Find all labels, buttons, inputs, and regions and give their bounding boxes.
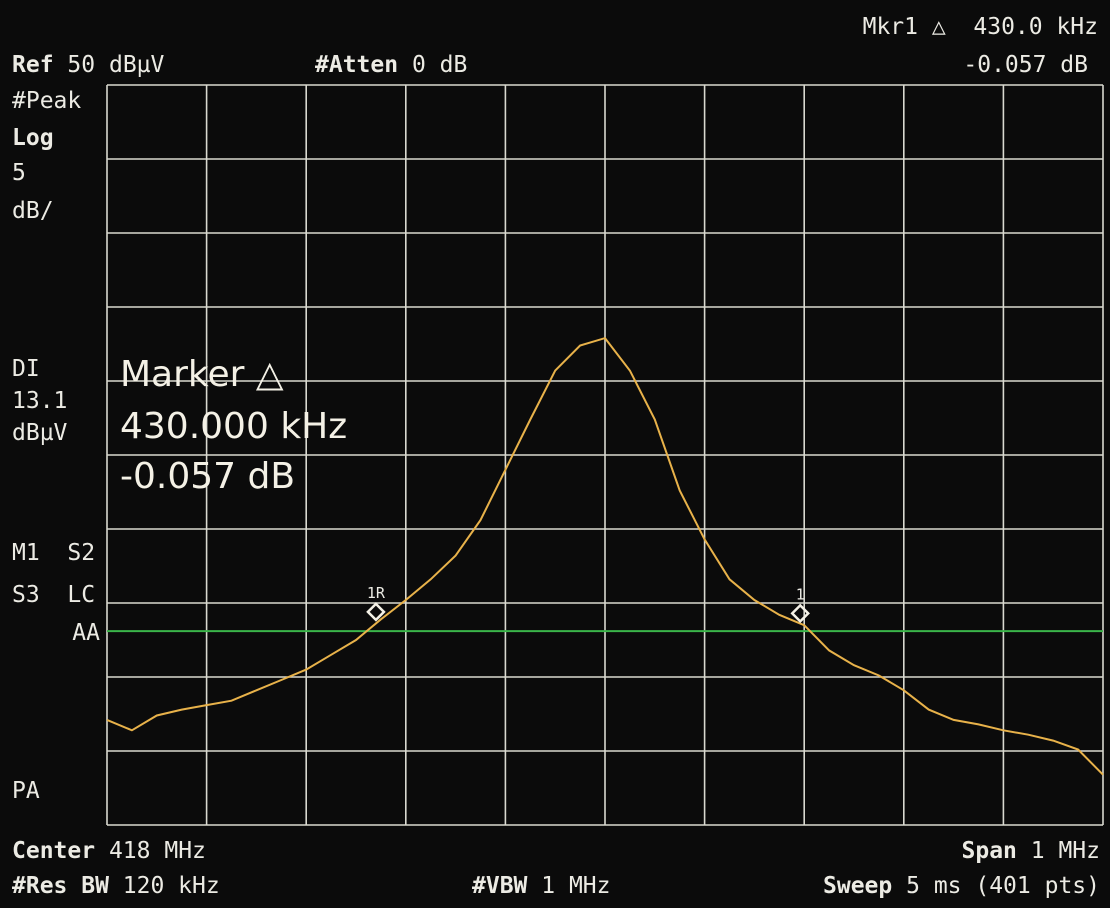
analyzer-screen: Mkr1 △ 430.0 kHz -0.057 dB Ref 50 dBµV #…: [0, 0, 1110, 908]
display-line-unit: dBµV: [12, 420, 68, 446]
res-bw-label: #Res BW: [12, 873, 109, 899]
sweep-label: Sweep: [823, 873, 892, 899]
center-value: 418 MHz: [109, 838, 206, 864]
display-line-label: DI: [12, 356, 40, 382]
marker-label: 1: [796, 585, 805, 603]
span-value: 1 MHz: [1031, 838, 1100, 864]
status: M1 S2: [12, 540, 95, 566]
status: AA: [72, 620, 100, 646]
atten-value: 0 dB: [412, 52, 467, 78]
ref-unit: dBµV: [109, 52, 165, 78]
scale-unit: dB/: [12, 198, 54, 224]
res-bw: #Res BW 120 kHz: [12, 873, 220, 899]
span-label: Span: [962, 838, 1017, 864]
center: Center 418 MHz: [12, 838, 206, 864]
marker-box: -0.057 dB: [120, 456, 295, 497]
sweep-value: 5 ms (401 pts): [906, 873, 1100, 899]
scale-per-div: 5: [12, 160, 26, 186]
sweep: Sweep 5 ms (401 pts): [823, 873, 1100, 899]
marker-box: 430.000 kHz: [120, 406, 347, 447]
res-bw-value: 120 kHz: [123, 873, 220, 899]
ref-level: Ref 50 dBµV: [12, 52, 165, 78]
ref-value: 50: [67, 52, 95, 78]
marker-readout: -0.057 dB: [963, 52, 1088, 78]
vbw: #VBW 1 MHz: [472, 873, 611, 899]
ref-label: Ref: [12, 52, 54, 78]
marker-label: 1R: [367, 584, 386, 602]
atten-label: #Atten: [315, 52, 398, 78]
background: [0, 0, 1110, 908]
marker-readout: Mkr1 △ 430.0 kHz: [863, 14, 1098, 40]
detector: #Peak: [12, 88, 81, 114]
span: Span 1 MHz: [962, 838, 1101, 864]
scale-type: Log: [12, 125, 54, 151]
pa: PA: [12, 778, 40, 804]
display-line-value: 13.1: [12, 388, 67, 414]
status: S3 LC: [12, 582, 95, 608]
center-label: Center: [12, 838, 95, 864]
vbw-value: 1 MHz: [541, 873, 610, 899]
atten: #Atten 0 dB: [315, 52, 467, 78]
vbw-label: #VBW: [472, 873, 528, 899]
marker-box: Marker △: [120, 354, 284, 395]
